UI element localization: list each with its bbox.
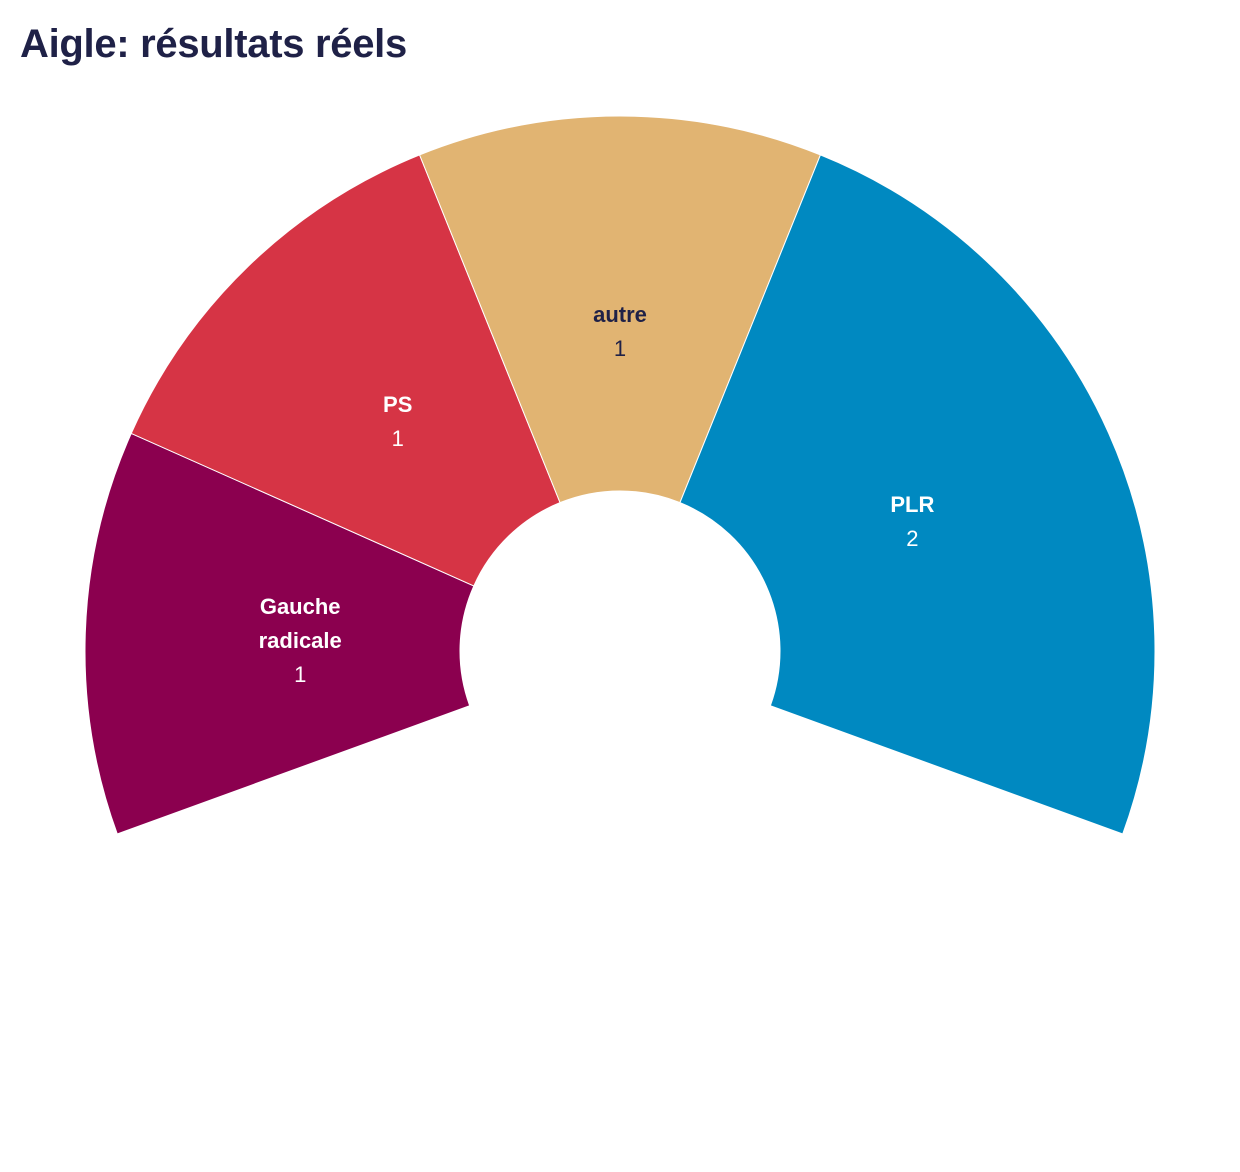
slice-autre[interactable] xyxy=(418,115,822,504)
slice-name-ps: PS xyxy=(383,392,412,417)
slice-gauche-radicale[interactable] xyxy=(84,432,475,835)
slice-value-autre: 1 xyxy=(614,336,626,361)
slice-value-ps: 1 xyxy=(392,426,404,451)
chart-title: Aigle: résultats réels xyxy=(20,22,407,66)
slice-label-autre: autre 1 xyxy=(593,302,647,361)
slice-value-plr: 2 xyxy=(906,526,918,551)
slice-name-autre: autre xyxy=(593,302,647,327)
labels-group: Gauche radicale 1 PS 1 autre 1 PLR 2 xyxy=(259,302,935,687)
slice-name-gauche-radicale: radicale xyxy=(259,628,342,653)
slice-ps[interactable] xyxy=(130,154,561,587)
slice-plr[interactable] xyxy=(679,154,1156,835)
slice-name-plr: PLR xyxy=(890,492,934,517)
slice-label-ps: PS 1 xyxy=(383,392,412,451)
slice-name-gauche-radicale: Gauche xyxy=(260,594,341,619)
slices-group xyxy=(84,115,1156,835)
slice-label-gauche-radicale: Gauche radicale 1 xyxy=(259,594,342,687)
slice-value-gauche-radicale: 1 xyxy=(294,662,306,687)
slice-label-plr: PLR 2 xyxy=(890,492,934,551)
